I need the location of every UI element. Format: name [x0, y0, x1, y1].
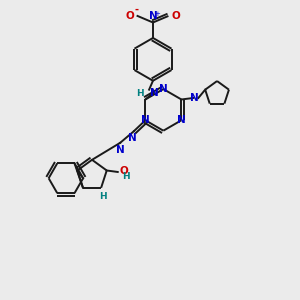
Text: N: N — [141, 115, 150, 125]
Text: N: N — [150, 88, 159, 98]
Text: N: N — [159, 84, 168, 94]
Text: O: O — [171, 11, 180, 21]
Text: O: O — [126, 11, 134, 21]
Text: N: N — [148, 11, 157, 21]
Text: -: - — [134, 5, 138, 15]
Text: H: H — [136, 89, 143, 98]
Text: N: N — [190, 93, 199, 103]
Text: N: N — [177, 115, 186, 125]
Text: H: H — [122, 172, 130, 181]
Text: O: O — [120, 167, 129, 176]
Text: +: + — [154, 11, 160, 17]
Text: H: H — [99, 192, 106, 201]
Text: N: N — [128, 133, 136, 143]
Text: N: N — [116, 145, 124, 155]
